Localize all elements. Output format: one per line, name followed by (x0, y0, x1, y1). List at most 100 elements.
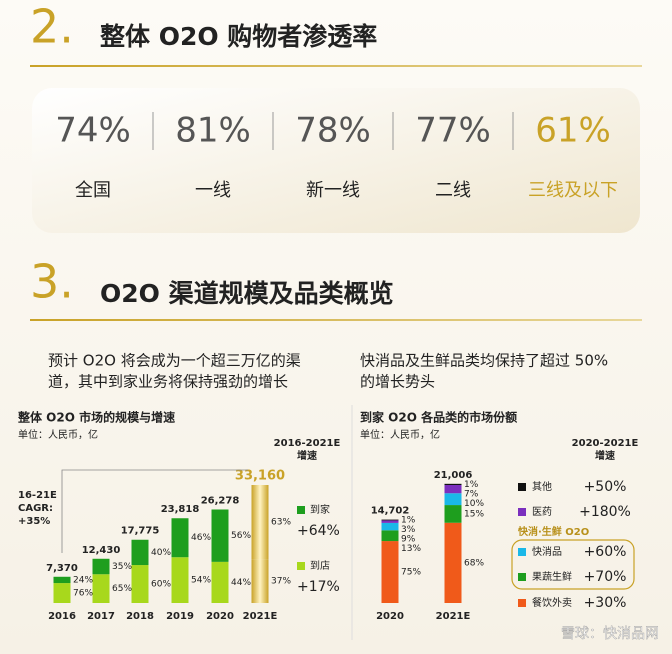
legend-swatch (297, 562, 305, 570)
divider (30, 65, 642, 67)
paragraph: 预计 O2O 将会成为一个超三万亿的渠 (48, 352, 301, 370)
x-tick-label: 2018 (126, 611, 154, 622)
growth-header: 增速 (297, 449, 317, 462)
paragraph: 的增长势头 (360, 373, 435, 391)
divider (30, 319, 642, 321)
legend-label: 果蔬生鲜 (532, 570, 572, 583)
bar-segment (92, 574, 110, 603)
bar-segment (444, 505, 462, 523)
chart-title: 整体 O2O 市场的规模与增速 (17, 410, 175, 425)
paragraph: 快消品及生鲜品类均保持了超过 50% (360, 352, 608, 370)
stat-label: 三线及以下 (528, 180, 618, 201)
annotation: CAGR: (18, 503, 53, 514)
segment-label: 76% (73, 589, 93, 599)
total-label: 21,006 (434, 470, 473, 481)
total-label: 17,775 (121, 526, 160, 537)
stat-value: 78% (295, 111, 371, 151)
growth: +70% (584, 569, 627, 585)
growth: +50% (584, 479, 627, 495)
x-tick-label: 2020 (376, 611, 404, 622)
legend-swatch (518, 573, 526, 581)
stat-value: 74% (55, 111, 131, 151)
growth: +60% (584, 544, 627, 560)
bar-segment (381, 520, 399, 523)
legend-swatch (518, 508, 526, 516)
section-title: O2O 渠道规模及品类概览 (100, 279, 394, 308)
legend-swatch (297, 506, 305, 514)
bar-segment (131, 565, 149, 603)
total-label: 23,818 (161, 504, 200, 515)
segment-label: 10% (464, 499, 484, 509)
segment-label: 3% (401, 525, 416, 535)
stat-label: 一线 (195, 180, 231, 201)
growth: +64% (297, 523, 340, 539)
segment-label: 65% (112, 584, 132, 594)
legend-label: 到家 (310, 503, 330, 516)
bar-segment (211, 561, 229, 603)
bar-segment (381, 530, 399, 542)
stat-label: 全国 (75, 180, 111, 201)
segment-label: 35% (112, 562, 132, 572)
legend-swatch (518, 599, 526, 607)
bar-segment (381, 519, 399, 521)
legend-swatch (518, 548, 526, 556)
chart-subtitle: 单位：人民币，亿 (18, 428, 98, 441)
segment-label: 24% (73, 575, 93, 585)
growth: +180% (579, 504, 631, 520)
segment-label: 9% (401, 534, 416, 544)
total-label: 33,160 (235, 469, 285, 484)
bar-segment (171, 557, 189, 603)
stats-panel (32, 88, 640, 233)
legend-label: 快消品 (532, 545, 562, 558)
bar-segment (444, 522, 462, 603)
bar-segment (381, 541, 399, 603)
segment-label: 54% (191, 576, 211, 586)
bar-segment (381, 522, 399, 531)
bar-segment (53, 576, 71, 584)
growth-header: 2020-2021E (572, 438, 639, 449)
total-label: 26,278 (201, 495, 240, 506)
x-tick-label: 2021E (243, 611, 278, 622)
segment-label: 63% (271, 518, 291, 528)
bar-segment (131, 539, 149, 566)
stat-label: 二线 (435, 180, 471, 201)
growth: +17% (297, 579, 340, 595)
group-box (511, 539, 635, 590)
growth: +30% (584, 595, 627, 611)
stat-label: 新一线 (306, 180, 360, 201)
annotation: 16-21E (18, 490, 57, 501)
segment-label: 1% (401, 515, 416, 525)
bar-segment (53, 583, 71, 603)
total-label: 14,702 (371, 506, 410, 517)
legend-label: 餐饮外卖 (532, 596, 572, 609)
paragraph: 道，其中到家业务将保持强劲的增长 (48, 373, 288, 391)
chart-subtitle: 单位：人民币，亿 (360, 428, 440, 441)
annotation: +35% (18, 516, 50, 527)
bar-segment (251, 485, 269, 560)
stat-value: 77% (415, 111, 491, 151)
segment-label: 60% (151, 580, 171, 590)
legend-swatch (518, 483, 526, 491)
segment-label: 7% (464, 489, 479, 499)
group-label: 快消·生鲜 O2O (517, 525, 589, 538)
section-title: 整体 O2O 购物者渗透率 (100, 22, 377, 51)
bar-segment (92, 558, 110, 575)
total-label: 12,430 (82, 545, 121, 556)
section-number: 3. (30, 255, 74, 309)
segment-label: 13% (401, 544, 421, 554)
bar-segment (444, 485, 462, 494)
legend-label: 其他 (532, 480, 552, 493)
stat-value: 81% (175, 111, 251, 151)
legend-label: 到店 (310, 559, 330, 572)
segment-label: 68% (464, 558, 484, 568)
bar-segment (444, 493, 462, 506)
bar-segment (171, 518, 189, 558)
section-number: 2. (30, 0, 74, 54)
segment-label: 37% (271, 577, 291, 587)
x-tick-label: 2017 (87, 611, 115, 622)
segment-label: 46% (191, 533, 211, 543)
segment-label: 40% (151, 548, 171, 558)
growth-header: 2016-2021E (274, 438, 341, 449)
x-tick-label: 2016 (48, 611, 76, 622)
